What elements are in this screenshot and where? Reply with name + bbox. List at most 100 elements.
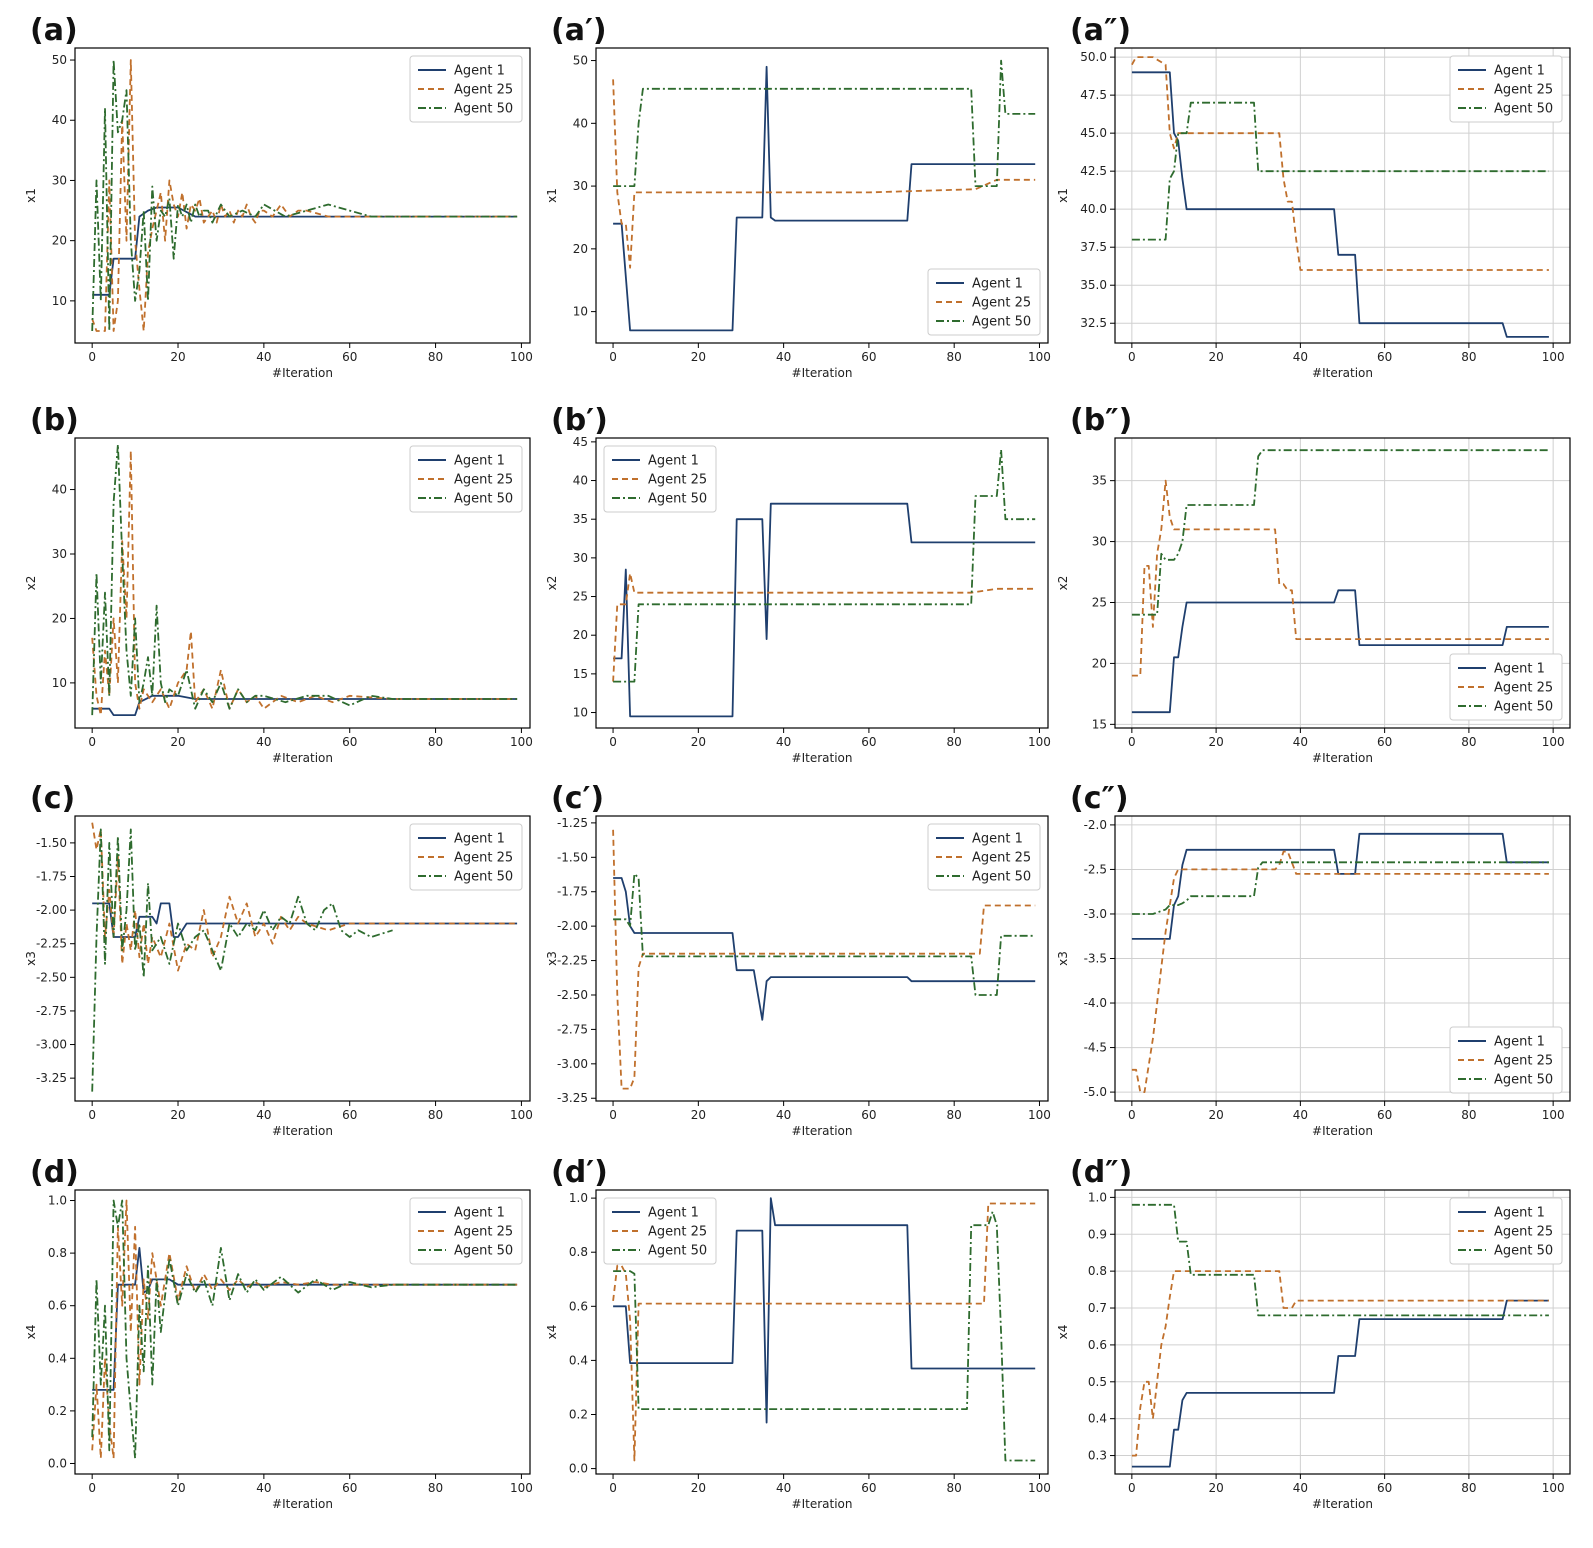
x-tick-label: 0 <box>609 1481 617 1495</box>
series-line-agent-25 <box>1131 850 1549 1093</box>
series-line-agent-25 <box>91 59 518 332</box>
legend-box <box>603 445 717 513</box>
legend-label: Agent 1 <box>1494 1206 1545 1221</box>
series-line-agent-1 <box>1131 589 1549 714</box>
panel-label: (c) <box>30 781 75 816</box>
x-tick-label: 40 <box>1293 735 1308 749</box>
y-tick-label: -3.25 <box>557 1091 588 1105</box>
series-line-agent-25 <box>91 1199 518 1460</box>
y-tick-label: 40 <box>52 483 67 497</box>
y-tick-label: 30 <box>573 551 588 565</box>
legend-label: Agent 1 <box>1494 64 1545 79</box>
legend-label: Agent 25 <box>454 851 513 866</box>
series-line-agent-50 <box>613 872 1036 996</box>
y-tick-label: 0.4 <box>1088 1412 1107 1426</box>
plot-frame <box>74 815 531 1102</box>
y-tick-label: 20 <box>1092 656 1107 670</box>
y-tick-label: 0.6 <box>1088 1338 1107 1352</box>
x-axis-label: #Iteration <box>272 1124 333 1138</box>
panel-d1: (d′) 0 20 40 60 80 100 0.0 0.2 0.4 0.6 0.8 1.0 #Itera… <box>545 1155 1051 1511</box>
series-line-agent-50 <box>613 59 1036 188</box>
y-tick-label: 0.8 <box>1088 1264 1107 1278</box>
x-tick-label: 60 <box>861 350 876 364</box>
legend-box <box>1449 1026 1563 1094</box>
series-line-agent-50 <box>1131 1203 1549 1317</box>
y-tick-label: 50 <box>573 54 588 68</box>
x-tick-label: 60 <box>342 735 357 749</box>
x-tick-label: 80 <box>1461 1108 1476 1122</box>
y-tick-label: -2.75 <box>557 1022 588 1036</box>
x-tick-label: 40 <box>776 1108 791 1122</box>
y-tick-label: 10 <box>573 706 588 720</box>
x-axis-label: #Iteration <box>1312 366 1373 380</box>
y-tick-label: 30 <box>52 547 67 561</box>
x-axis-label: #Iteration <box>792 1497 853 1511</box>
x-axis-label: #Iteration <box>1312 1124 1373 1138</box>
y-tick-label: 40 <box>52 113 67 127</box>
plot-frame <box>595 1189 1049 1475</box>
legend-box <box>409 445 523 513</box>
x-tick-label: 0 <box>1128 735 1136 749</box>
panel-a: (a) 0 20 40 60 80 100 10 20 30 40 50 #Iteration x1 Age… <box>24 13 533 380</box>
legend-label: Agent 25 <box>972 851 1031 866</box>
legend-label: Agent 50 <box>1494 102 1553 117</box>
y-tick-label: -2.75 <box>36 1004 67 1018</box>
legend-label: Agent 25 <box>1494 83 1553 98</box>
y-tick-label: -2.50 <box>36 970 67 984</box>
panel-a1: (a′) 0 20 40 60 80 100 10 20 30 40 50 #Iteration x1 Ag… <box>545 13 1051 380</box>
panel-label: (b) <box>30 403 79 438</box>
legend-label: Agent 1 <box>454 832 505 847</box>
series-line-agent-25 <box>1131 479 1549 677</box>
series-line-agent-25 <box>612 572 1036 682</box>
x-tick-label: 0 <box>88 350 96 364</box>
series-line-agent-1 <box>613 502 1036 718</box>
legend: Agent 1 Agent 25 Agent 50 <box>603 445 717 513</box>
x-tick-label: 20 <box>691 735 706 749</box>
y-tick-label: 0.3 <box>1088 1449 1107 1463</box>
legend-label: Agent 50 <box>454 102 513 117</box>
panel-c1: (c′) 0 20 40 60 80 100 -1.25 -1.50 -1.75 -2.00 -2.2… <box>545 781 1051 1138</box>
legend-label: Agent 50 <box>648 1244 707 1259</box>
x-tick-label: 60 <box>342 1108 357 1122</box>
y-tick-label: 50 <box>52 53 67 67</box>
legend: Agent 1 Agent 25 Agent 50 <box>409 445 523 513</box>
legend-label: Agent 25 <box>454 83 513 98</box>
y-tick-label: 20 <box>573 242 588 256</box>
panel-label: (a″) <box>1070 13 1131 48</box>
y-axis-label: x1 <box>24 188 38 203</box>
y-axis-label: x4 <box>545 1325 559 1340</box>
x-tick-label: 100 <box>1542 1481 1565 1495</box>
y-axis-label: x2 <box>545 576 559 591</box>
y-tick-label: 0.6 <box>48 1299 67 1313</box>
panel-label: (c′) <box>551 781 604 816</box>
x-tick-label: 60 <box>861 735 876 749</box>
plot-frame <box>1114 47 1571 344</box>
legend-label: Agent 50 <box>454 870 513 885</box>
legend: Agent 1 Agent 25 Agent 50 <box>1449 1197 1563 1265</box>
y-tick-label: -1.50 <box>557 850 588 864</box>
panel-d2: (d″) 0 20 40 60 80 100 0.3 0.4 0.5 0.6 0.7 0.8 0.9 1.0… <box>1056 1155 1571 1511</box>
x-tick-label: 100 <box>510 1481 533 1495</box>
y-tick-label: -3.00 <box>557 1057 588 1071</box>
x-axis-label: #Iteration <box>272 1497 333 1511</box>
y-tick-label: 0.4 <box>48 1351 67 1365</box>
x-tick-label: 100 <box>1028 350 1051 364</box>
y-tick-label: 35 <box>573 512 588 526</box>
y-axis-label: x3 <box>24 951 38 966</box>
x-tick-label: 80 <box>428 735 443 749</box>
x-axis-label: #Iteration <box>1312 1497 1373 1511</box>
x-tick-label: 20 <box>691 350 706 364</box>
legend-label: Agent 1 <box>1494 662 1545 677</box>
x-axis-label: #Iteration <box>272 366 333 380</box>
y-tick-label: 20 <box>52 611 67 625</box>
x-tick-label: 40 <box>1293 1481 1308 1495</box>
x-tick-label: 60 <box>861 1481 876 1495</box>
y-tick-label: 1.0 <box>48 1194 67 1208</box>
series-line-agent-1 <box>92 694 518 716</box>
x-tick-label: 40 <box>256 1108 271 1122</box>
y-tick-label: -2.0 <box>1084 818 1107 832</box>
y-tick-label: 1.0 <box>1088 1190 1107 1204</box>
series-line-agent-50 <box>91 443 518 716</box>
y-tick-label: 40 <box>573 116 588 130</box>
